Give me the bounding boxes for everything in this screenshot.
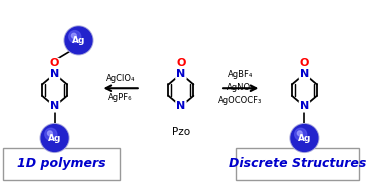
- Circle shape: [71, 33, 76, 38]
- Text: AgClO₄: AgClO₄: [106, 74, 135, 83]
- Text: Discrete Structures: Discrete Structures: [229, 157, 366, 170]
- Circle shape: [291, 125, 318, 151]
- Text: AgNO₃: AgNO₃: [226, 83, 254, 92]
- FancyBboxPatch shape: [3, 148, 120, 180]
- Text: N: N: [50, 69, 59, 79]
- Circle shape: [297, 131, 302, 136]
- Text: O: O: [300, 58, 309, 68]
- Circle shape: [40, 124, 69, 152]
- Text: Ag: Ag: [48, 134, 61, 143]
- Text: AgPF₆: AgPF₆: [108, 93, 133, 102]
- Text: AgBF₄: AgBF₄: [228, 70, 253, 79]
- Text: O: O: [176, 58, 186, 68]
- Text: N: N: [176, 69, 186, 79]
- Circle shape: [48, 131, 52, 136]
- Text: Ag: Ag: [298, 134, 311, 143]
- Text: Ag: Ag: [72, 36, 85, 45]
- Text: Pzo: Pzo: [172, 127, 190, 137]
- FancyBboxPatch shape: [237, 148, 359, 180]
- Circle shape: [64, 26, 93, 55]
- Circle shape: [294, 128, 307, 140]
- Text: AgOCOCF₃: AgOCOCF₃: [218, 96, 262, 105]
- Circle shape: [41, 125, 68, 151]
- Text: N: N: [300, 101, 309, 111]
- Text: N: N: [176, 101, 186, 111]
- Circle shape: [65, 27, 92, 54]
- Circle shape: [45, 128, 57, 140]
- Circle shape: [290, 124, 319, 152]
- Text: N: N: [300, 69, 309, 79]
- Circle shape: [69, 31, 81, 43]
- Text: 1D polymers: 1D polymers: [17, 157, 105, 170]
- Text: O: O: [50, 58, 59, 68]
- Text: N: N: [50, 101, 59, 111]
